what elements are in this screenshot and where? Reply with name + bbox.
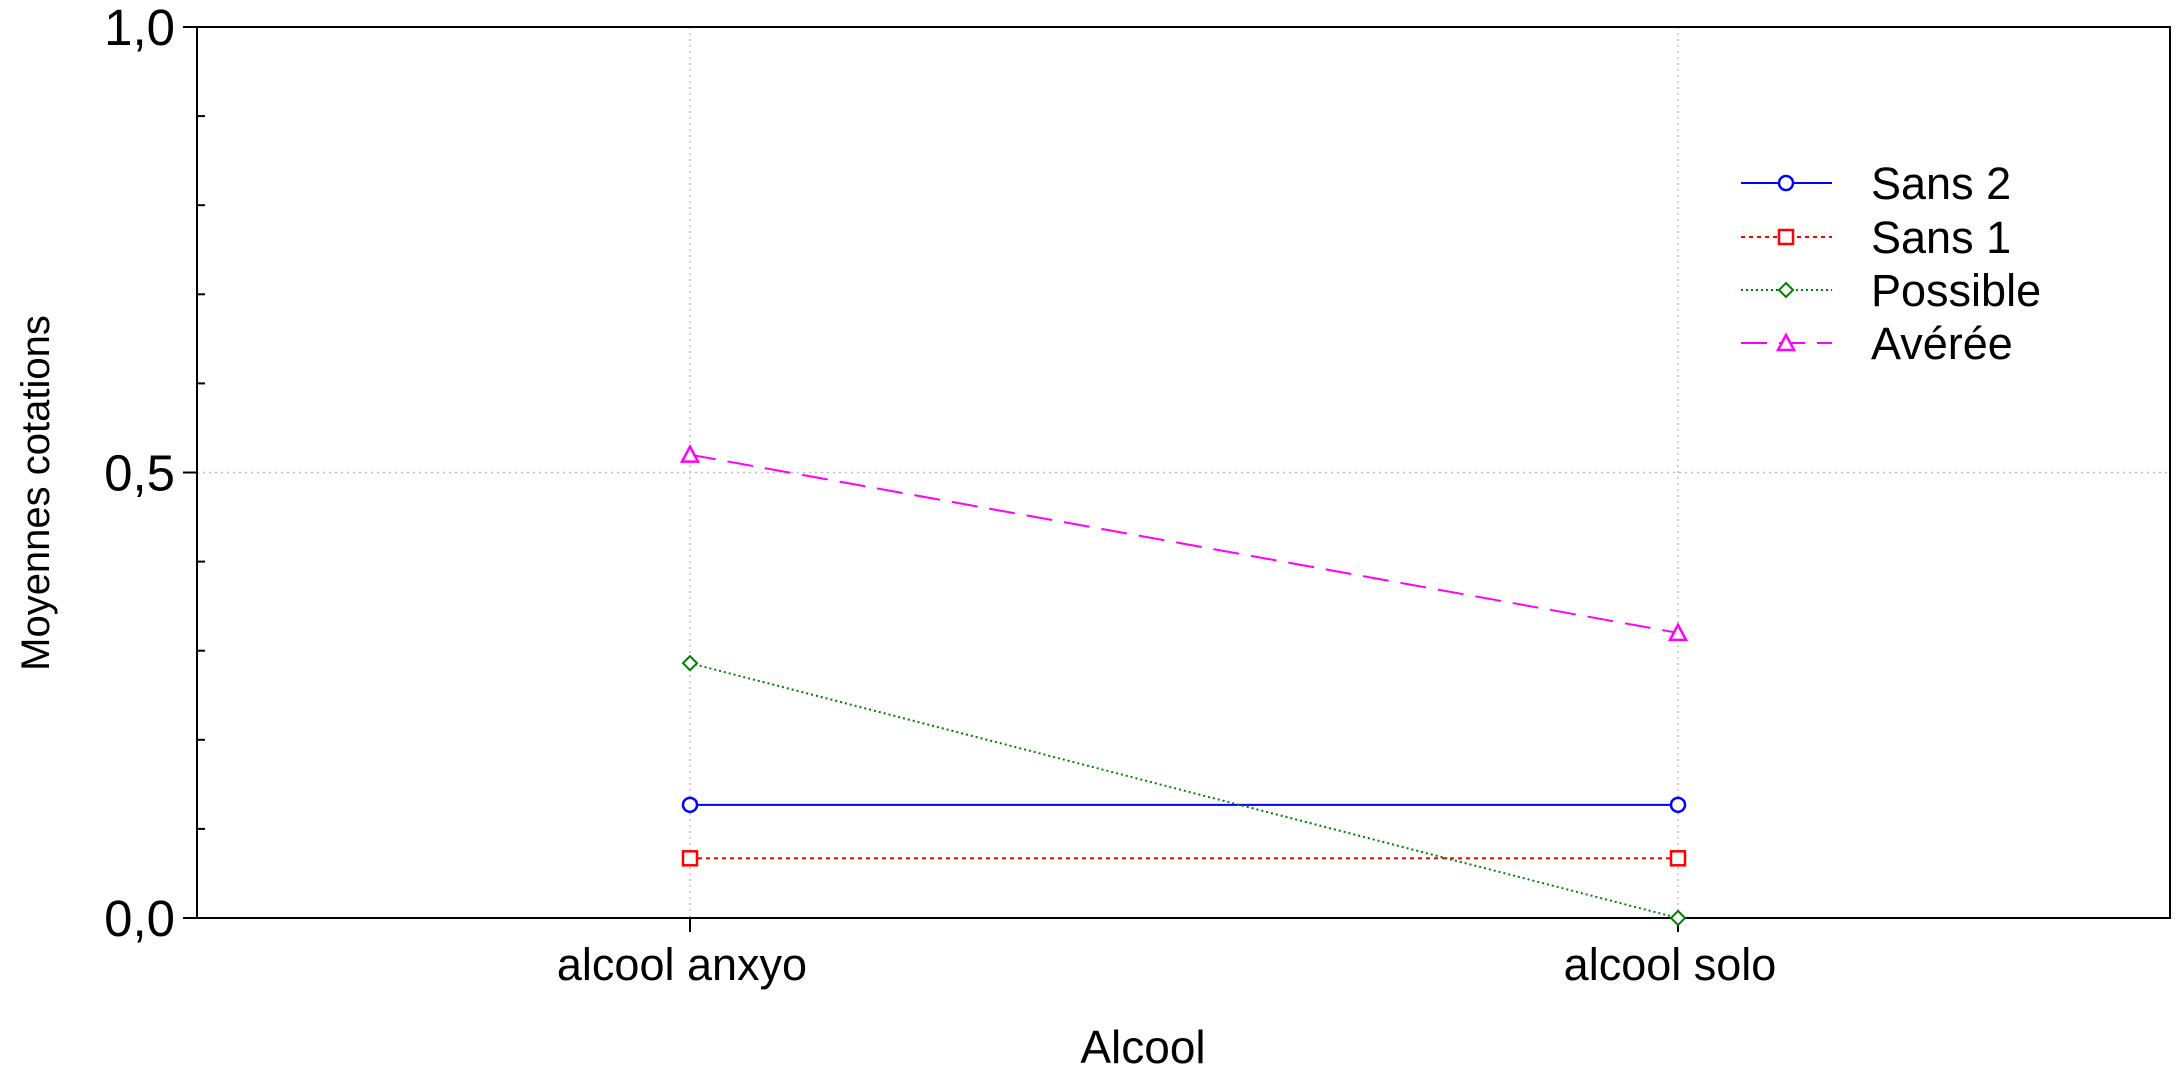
x-axis-title: Alcool — [1080, 1021, 1205, 1067]
legend-marker — [1775, 332, 1797, 352]
legend-marker — [1777, 174, 1795, 192]
y-tick-label: 0,5 — [104, 445, 175, 502]
data-point — [1667, 622, 1689, 642]
series-3 — [679, 444, 1689, 642]
series-line — [689, 662, 1679, 919]
legend-marker — [1777, 228, 1795, 246]
x-axis-ticks: alcool anxyo alcool solo — [557, 918, 1776, 990]
data-point — [681, 796, 699, 814]
legend-label: Sans 2 — [1871, 158, 2011, 209]
series-1 — [681, 850, 1687, 867]
data-point — [1669, 909, 1687, 927]
x-tick-label: alcool anxyo — [557, 939, 807, 990]
minor-ticks — [197, 115, 205, 830]
data-point — [679, 444, 701, 463]
grid-lines — [197, 27, 2170, 918]
y-axis-ticks: 0,0 0,5 1,0 — [104, 0, 197, 947]
legend-label: Avérée — [1871, 318, 2013, 369]
data-point — [681, 654, 699, 672]
series-2 — [681, 654, 1687, 927]
legend-label: Sans 1 — [1871, 212, 2011, 263]
data-point — [1669, 850, 1687, 867]
data-point — [681, 850, 699, 867]
data-point — [1669, 796, 1687, 814]
series-line — [689, 453, 1679, 634]
y-tick-label: 1,0 — [104, 0, 175, 56]
legend-marker — [1777, 281, 1795, 299]
y-axis-title: Moyennes cotations — [14, 315, 58, 671]
series-lines — [679, 444, 1689, 927]
y-tick-label: 0,0 — [104, 890, 175, 947]
x-tick-label: alcool solo — [1564, 939, 1777, 990]
series-0 — [681, 796, 1687, 814]
legend-label: Possible — [1871, 265, 2041, 316]
